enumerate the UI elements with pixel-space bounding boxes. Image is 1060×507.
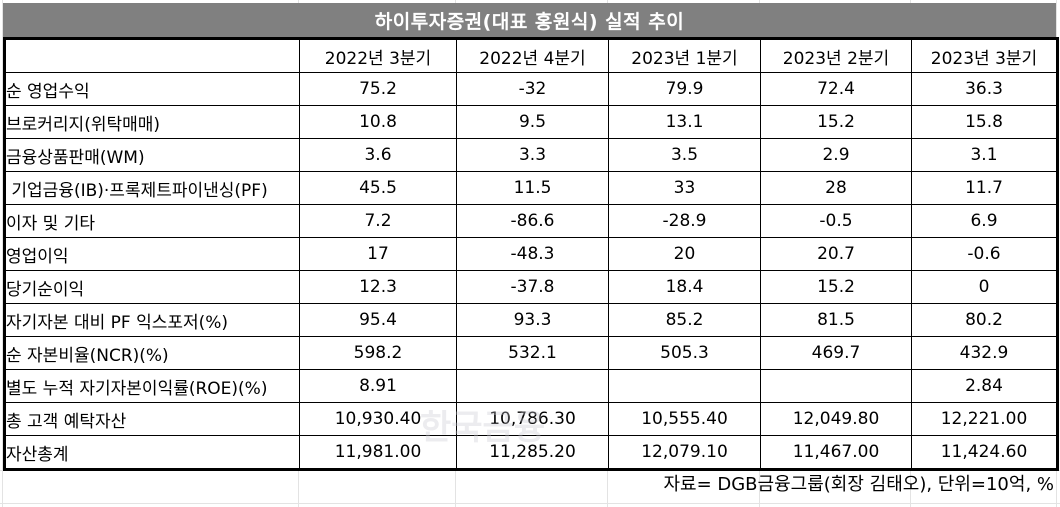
value-cell: -37.8 — [456, 270, 609, 304]
value-cell: 95.4 — [299, 303, 457, 337]
value-cell: -86.6 — [456, 204, 609, 238]
value-cell: -48.3 — [456, 237, 609, 271]
value-cell: 432.9 — [911, 336, 1058, 370]
table-row: 영업이익 17 -48.3 20 20.7 -0.6 — [4, 237, 1058, 271]
row-label: 영업이익 — [4, 237, 300, 271]
value-cell: 2.84 — [911, 369, 1058, 403]
row-label: 별도 누적 자기자본이익률(ROE)(%) — [4, 369, 300, 403]
value-cell: 10,930.40 — [299, 402, 457, 436]
value-cell: 7.2 — [299, 204, 457, 238]
value-cell: 12,079.10 — [608, 435, 761, 470]
value-cell: 45.5 — [299, 171, 457, 205]
value-cell: 11,424.60 — [911, 435, 1058, 470]
table-row: 자기자본 대비 PF 익스포저(%) 95.4 93.3 85.2 81.5 80.2 — [4, 303, 1058, 337]
earnings-table: 2022년 3분기 2022년 4분기 2023년 1분기 2023년 2분기 … — [3, 37, 1059, 471]
row-label: 자기자본 대비 PF 익스포저(%) — [4, 303, 300, 337]
value-cell: 72.4 — [760, 72, 912, 106]
value-cell: 75.2 — [299, 72, 457, 106]
value-cell: 18.4 — [608, 270, 761, 304]
table-row: 순 자본비율(NCR)(%) 598.2 532.1 505.3 469.7 432.9 — [4, 336, 1058, 370]
table-row: 당기순이익 12.3 -37.8 18.4 15.2 0 — [4, 270, 1058, 304]
value-cell: 3.5 — [608, 138, 761, 172]
row-label: 금융상품판매(WM) — [4, 138, 300, 172]
value-cell: 80.2 — [911, 303, 1058, 337]
table-row: 기업금융(IB)·프록제트파이낸싱(PF) 45.5 11.5 33 28 11.7 — [4, 171, 1058, 205]
value-cell: 11,981.00 — [299, 435, 457, 470]
table-row: 총 고객 예탁자산 10,930.40 10,786.30 10,555.40 12,0… — [4, 402, 1058, 436]
value-cell: 20.7 — [760, 237, 912, 271]
value-cell: 81.5 — [760, 303, 912, 337]
header-cell: 2022년 3분기 — [299, 38, 457, 73]
value-cell: 33 — [608, 171, 761, 205]
table-row: 브로커리지(위탁매매) 10.8 9.5 13.1 15.2 15.8 — [4, 105, 1058, 139]
value-cell: 3.3 — [456, 138, 609, 172]
value-cell: 11,467.00 — [760, 435, 912, 470]
value-cell: 12.3 — [299, 270, 457, 304]
row-label: 당기순이익 — [4, 270, 300, 304]
table-title: 하이투자증권(대표 홍원식) 실적 추이 — [3, 3, 1056, 37]
value-cell: -28.9 — [608, 204, 761, 238]
value-cell: 12,221.00 — [911, 402, 1058, 436]
table-row: 자산총계 11,981.00 11,285.20 12,079.10 11,467.00… — [4, 435, 1058, 470]
value-cell: 11,285.20 — [456, 435, 609, 470]
value-cell: 598.2 — [299, 336, 457, 370]
value-cell: 0 — [911, 270, 1058, 304]
value-cell: -32 — [456, 72, 609, 106]
value-cell: 8.91 — [299, 369, 457, 403]
value-cell: 3.1 — [911, 138, 1058, 172]
value-cell: 9.5 — [456, 105, 609, 139]
header-cell: 2023년 3분기 — [911, 38, 1058, 73]
row-label: 이자 및 기타 — [4, 204, 300, 238]
value-cell: -0.6 — [911, 237, 1058, 271]
table-row: 별도 누적 자기자본이익률(ROE)(%) 8.91 2.84 — [4, 369, 1058, 403]
row-label: 순 자본비율(NCR)(%) — [4, 336, 300, 370]
value-cell: 3.6 — [299, 138, 457, 172]
value-cell: 20 — [608, 237, 761, 271]
value-cell: 532.1 — [456, 336, 609, 370]
value-cell: 10,555.40 — [608, 402, 761, 436]
table-row: 금융상품판매(WM) 3.6 3.3 3.5 2.9 3.1 — [4, 138, 1058, 172]
value-cell — [760, 369, 912, 403]
header-cell-blank — [4, 38, 300, 73]
value-cell: 93.3 — [456, 303, 609, 337]
value-cell — [456, 369, 609, 403]
table-row: 순 영업수익 75.2 -32 79.9 72.4 36.3 — [4, 72, 1058, 106]
row-label: 브로커리지(위탁매매) — [4, 105, 300, 139]
header-cell: 2022년 4분기 — [456, 38, 609, 73]
value-cell: 17 — [299, 237, 457, 271]
value-cell: 2.9 — [760, 138, 912, 172]
value-cell: 12,049.80 — [760, 402, 912, 436]
value-cell: 36.3 — [911, 72, 1058, 106]
value-cell: 11.7 — [911, 171, 1058, 205]
value-cell: 15.2 — [760, 105, 912, 139]
value-cell: 85.2 — [608, 303, 761, 337]
table-row: 이자 및 기타 7.2 -86.6 -28.9 -0.5 6.9 — [4, 204, 1058, 238]
row-label: 총 고객 예탁자산 — [4, 402, 300, 436]
row-label: 순 영업수익 — [4, 72, 300, 106]
row-label: 자산총계 — [4, 435, 300, 470]
value-cell: 28 — [760, 171, 912, 205]
source-note: 자료= DGB금융그룹(회장 김태오), 단위=10억, % — [663, 474, 1054, 495]
value-cell: 505.3 — [608, 336, 761, 370]
value-cell: 469.7 — [760, 336, 912, 370]
value-cell: 15.2 — [760, 270, 912, 304]
value-cell: 10.8 — [299, 105, 457, 139]
value-cell: 13.1 — [608, 105, 761, 139]
row-label: 기업금융(IB)·프록제트파이낸싱(PF) — [4, 171, 300, 205]
value-cell: 6.9 — [911, 204, 1058, 238]
value-cell: 10,786.30 — [456, 402, 609, 436]
header-row: 2022년 3분기 2022년 4분기 2023년 1분기 2023년 2분기 … — [4, 38, 1058, 73]
value-cell: 15.8 — [911, 105, 1058, 139]
value-cell: -0.5 — [760, 204, 912, 238]
header-cell: 2023년 2분기 — [760, 38, 912, 73]
header-cell: 2023년 1분기 — [608, 38, 761, 73]
value-cell — [608, 369, 761, 403]
value-cell: 11.5 — [456, 171, 609, 205]
value-cell: 79.9 — [608, 72, 761, 106]
